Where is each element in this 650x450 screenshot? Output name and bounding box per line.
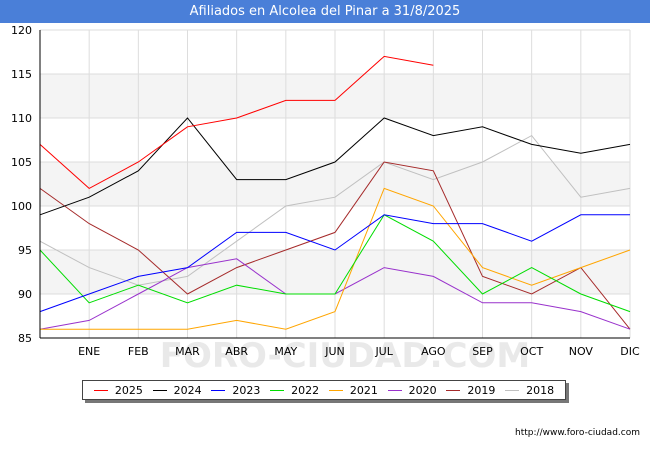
legend-swatch [505, 389, 520, 391]
legend-item-2024: 2024 [152, 383, 202, 397]
legend-label: 2024 [173, 383, 202, 397]
axes [39, 30, 630, 339]
series-line-2023 [39, 214, 630, 313]
legend-item-2018: 2018 [505, 384, 554, 397]
legend-label: 2019 [467, 383, 496, 397]
legend-label: 2020 [408, 383, 437, 397]
legend-label: 2021 [349, 383, 378, 397]
legend-item-2020: 2020 [387, 383, 437, 397]
chart-title: Afiliados en Alcolea del Pinar a 31/8/20… [189, 4, 461, 19]
legend-swatch [93, 389, 108, 391]
y-tick-label: 120 [11, 24, 32, 37]
x-tick-label: OCT [520, 345, 543, 358]
source-link[interactable]: http://www.foro-ciudad.com [515, 428, 640, 438]
legend-label: 2025 [114, 383, 143, 397]
series-line-2021 [40, 187, 631, 330]
legend-item-2019: 2019 [446, 384, 495, 397]
x-tick-label: SEP [472, 345, 493, 358]
watermark: FORO-CIUDAD.COM [160, 336, 531, 376]
x-tick-label: ENE [78, 345, 100, 358]
y-tick-label: 85 [18, 332, 32, 345]
legend-item-2025: 2025 [93, 383, 143, 397]
legend-swatch [152, 389, 167, 391]
legend-item-2022: 2022 [270, 384, 319, 397]
y-tick-label: 110 [11, 112, 32, 125]
x-tick-label: JUL [374, 345, 393, 358]
x-tick-label: ABR [225, 345, 248, 358]
legend-swatch [270, 389, 285, 391]
x-tick-label: DIC [620, 345, 640, 358]
y-tick-label: 90 [18, 288, 32, 301]
series-line-2024 [39, 117, 631, 216]
series-line-2022 [39, 214, 631, 313]
legend-swatch [211, 389, 226, 391]
series-lines [39, 55, 631, 330]
legend-item-2023: 2023 [211, 384, 260, 397]
legend-label: 2023 [232, 383, 261, 397]
legend-label: 2022 [291, 383, 320, 397]
x-tick-label: MAR [175, 345, 200, 358]
series-line-2025 [39, 55, 434, 190]
legend-swatch [328, 389, 343, 391]
legend-label: 2018 [526, 383, 555, 397]
x-tick-label: JUN [324, 345, 345, 358]
x-tick-label: MAY [274, 345, 297, 358]
legend: 2025 2024 2023 2022 2021 2020 2019 2018 [82, 380, 566, 400]
x-tick-label: NOV [569, 345, 594, 358]
x-tick-label: AGO [421, 345, 446, 358]
y-tick-label: 105 [11, 156, 32, 169]
y-tick-label: 95 [18, 244, 32, 257]
y-tick-label: 115 [11, 68, 32, 81]
legend-swatch [387, 389, 402, 391]
legend-item-2021: 2021 [328, 383, 378, 397]
x-tick-label: FEB [128, 345, 149, 358]
title-bar [0, 0, 650, 23]
tick-labels: 85 90 95 100 105 110 115 120 ENE FEB MAR ABR MAY JUN J… [11, 24, 640, 358]
series-line-2019 [39, 161, 631, 330]
y-tick-label: 100 [11, 200, 32, 213]
legend-swatch [446, 389, 461, 391]
